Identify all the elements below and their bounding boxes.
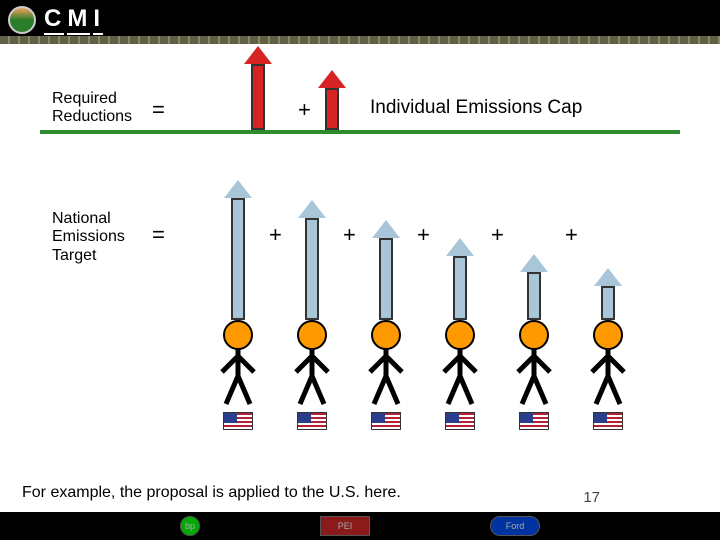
us-flag-icon	[519, 412, 549, 430]
row2-label: National Emissions Target	[52, 210, 125, 265]
row2-plus-2: +	[343, 222, 356, 248]
row2-plus-4: +	[491, 222, 504, 248]
person-1	[216, 320, 260, 430]
person-5	[512, 320, 556, 430]
title-accent-stripe	[0, 36, 720, 44]
slide-title: People in a nation determine national ca…	[120, 8, 580, 37]
person-4	[438, 320, 482, 430]
red-arrow-2	[321, 70, 343, 130]
red-arrow-1	[247, 46, 269, 130]
footer-logo-bp: bp	[180, 516, 200, 536]
green-cap-line	[40, 130, 680, 134]
blue-arrow-5	[523, 254, 545, 320]
row1-label: Required Reductions	[52, 90, 132, 127]
person-3	[364, 320, 408, 430]
cmi-logo-icon	[8, 6, 36, 34]
blue-arrow-1	[227, 180, 249, 320]
row1-label-text: Required Reductions	[52, 90, 132, 125]
blue-arrow-4	[449, 238, 471, 320]
blue-arrow-2	[301, 200, 323, 320]
brand-text: CMI	[44, 5, 106, 35]
blue-arrow-3	[375, 220, 397, 320]
footer-logo-ford: Ford	[490, 516, 540, 536]
person-6	[586, 320, 630, 430]
diagram-area: Required Reductions = + Individual Emiss…	[0, 70, 720, 480]
row1-equals: =	[152, 97, 165, 123]
row1-plus: +	[298, 97, 311, 123]
row2-plus-5: +	[565, 222, 578, 248]
blue-arrow-6	[597, 268, 619, 320]
us-flag-icon	[223, 412, 253, 430]
row2-plus-3: +	[417, 222, 430, 248]
us-flag-icon	[445, 412, 475, 430]
footer-bar: bp PEI Ford	[0, 512, 720, 540]
row2-equals: =	[152, 222, 165, 248]
footer-logo-pei: PEI	[320, 516, 370, 536]
row2-label-text: National Emissions Target	[52, 210, 125, 264]
row2-plus-1: +	[269, 222, 282, 248]
page-number: 17	[583, 489, 600, 506]
us-flag-icon	[593, 412, 623, 430]
us-flag-icon	[297, 412, 327, 430]
cap-label: Individual Emissions Cap	[370, 97, 582, 119]
footer-note: For example, the proposal is applied to …	[22, 484, 401, 502]
us-flag-icon	[371, 412, 401, 430]
person-2	[290, 320, 334, 430]
